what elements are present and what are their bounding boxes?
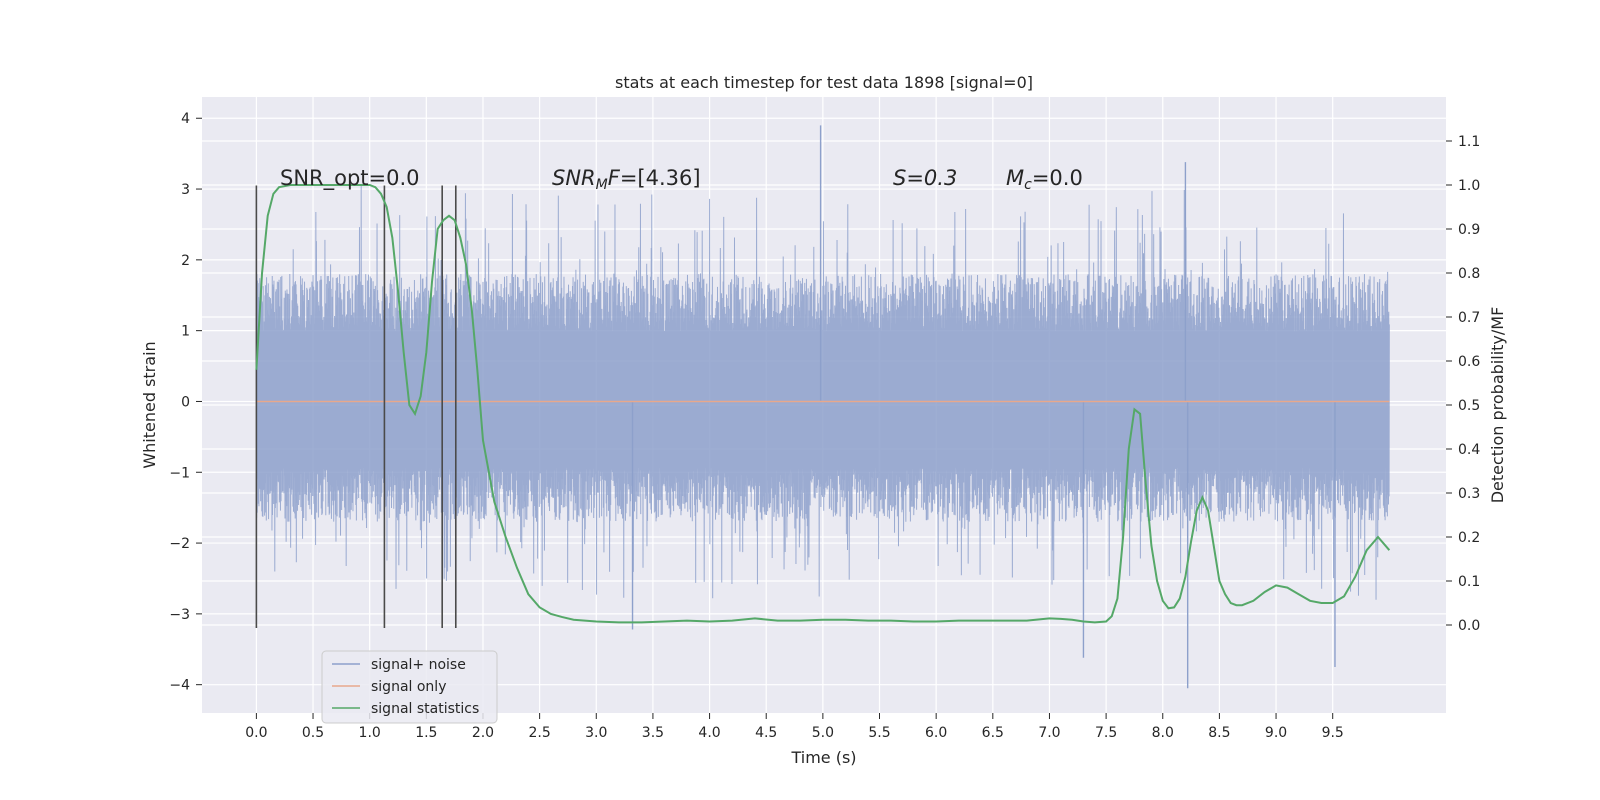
y2-tick-label: 0.3 (1458, 486, 1480, 502)
series-signal-noise (255, 125, 1390, 689)
y2-tick-label: 0.7 (1458, 310, 1480, 326)
y2-axis-label: Detection probability/MF (1488, 307, 1507, 504)
x-tick-label: 9.0 (1265, 725, 1287, 741)
y2-tick-label: 0.8 (1458, 266, 1480, 282)
y-axis-left: 4 3 2 1 0 −1 −2 −3 −4 (169, 111, 202, 694)
legend-label-signal-only: signal only (371, 679, 446, 695)
x-tick-label: 6.5 (982, 725, 1004, 741)
x-tick-label: 1.0 (359, 725, 381, 741)
annotation-snr-mf-value: =[4.36] (620, 166, 701, 190)
x-tick-label: 5.5 (868, 725, 890, 741)
legend-label-signal-noise: signal+ noise (371, 657, 466, 673)
x-tick-label: 1.5 (415, 725, 437, 741)
y-tick-label: −1 (169, 465, 190, 481)
signal-statistics-line (255, 184, 1391, 624)
annotation-snr-opt: SNR_opt=0.0 (280, 166, 420, 191)
x-tick-label: 6.0 (925, 725, 947, 741)
legend-box (321, 650, 498, 724)
x-tick-label: 7.5 (1095, 725, 1117, 741)
legend: signal+ noise signal only signal statist… (321, 650, 498, 724)
x-tick-label: 0.0 (245, 725, 267, 741)
annotation-snr-mf-f: F (608, 166, 621, 190)
series-signal-statistics (255, 184, 1391, 624)
y2-tick-label: 1.0 (1458, 178, 1480, 194)
signal-noise-trace (255, 185, 1390, 600)
y-axis-right: 1.1 1.0 0.9 0.8 0.7 0.6 0.5 0.4 0.3 0.2 0.1 0.0 (1446, 134, 1480, 634)
annotation-mc-base: M (1006, 166, 1024, 190)
y2-tick-label: 0.6 (1458, 354, 1480, 370)
x-tick-label: 2.0 (472, 725, 494, 741)
marker-lines (255, 185, 457, 629)
y-tick-label: 0 (181, 394, 190, 410)
annotation-mc-rest: =0.0 (1032, 166, 1083, 190)
x-tick-label: 3.0 (585, 725, 607, 741)
chart-title: stats at each timestep for test data 189… (615, 73, 1033, 92)
x-tick-label: 8.0 (1152, 725, 1174, 741)
y2-tick-label: 0.2 (1458, 530, 1480, 546)
legend-label-signal-statistics: signal statistics (371, 701, 479, 717)
x-tick-label: 7.0 (1038, 725, 1060, 741)
y-tick-label: −3 (169, 607, 190, 623)
x-tick-label: 0.5 (302, 725, 324, 741)
y-tick-label: 4 (181, 111, 190, 127)
x-tick-label: 5.0 (812, 725, 834, 741)
x-tick-label: 4.5 (755, 725, 777, 741)
x-tick-label: 2.5 (528, 725, 550, 741)
annotation-mc-sub: c (1024, 177, 1032, 193)
annotation-mc: Mc=0.0 (1006, 166, 1083, 193)
y-tick-label: −2 (169, 536, 190, 552)
annotation-s: S=0.3 (893, 166, 957, 190)
annotation-snr-mf: SNRMF=[4.36] (552, 166, 701, 193)
y2-tick-label: 0.9 (1458, 222, 1480, 238)
y2-tick-label: 0.4 (1458, 442, 1480, 458)
x-tick-label: 9.5 (1322, 725, 1344, 741)
y-tick-label: 1 (181, 324, 190, 340)
y-tick-label: 2 (181, 253, 190, 269)
y2-tick-label: 1.1 (1458, 134, 1480, 150)
y2-tick-label: 0.5 (1458, 398, 1480, 414)
x-tick-label: 8.5 (1208, 725, 1230, 741)
annotation-snr-mf-sub: M (596, 177, 608, 193)
y2-tick-label: 0.0 (1458, 618, 1480, 634)
x-tick-label: 3.5 (642, 725, 664, 741)
y2-tick-label: 0.1 (1458, 574, 1480, 590)
x-tick-label: 4.0 (698, 725, 720, 741)
x-axis-label: Time (s) (790, 748, 856, 767)
x-axis: 0.0 0.5 1.0 1.5 2.0 2.5 3.0 3.5 4.0 4.5 5.0 5.5 6.0 6… (245, 713, 1344, 741)
y-tick-label: 3 (181, 182, 190, 198)
y-axis-label: Whitened strain (140, 341, 159, 468)
annotation-snr-mf-base: SNR (552, 166, 596, 190)
y-tick-label: −4 (169, 678, 190, 694)
